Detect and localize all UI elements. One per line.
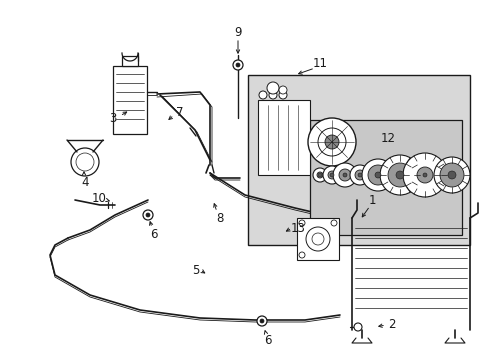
Bar bbox=[122, 56, 138, 66]
Text: 1: 1 bbox=[367, 194, 375, 207]
Circle shape bbox=[353, 323, 361, 331]
Circle shape bbox=[76, 153, 94, 171]
Circle shape bbox=[305, 227, 329, 251]
Circle shape bbox=[268, 91, 276, 99]
Text: 12: 12 bbox=[380, 131, 395, 144]
Circle shape bbox=[298, 220, 305, 226]
Circle shape bbox=[323, 166, 340, 184]
Circle shape bbox=[266, 82, 279, 94]
Circle shape bbox=[379, 155, 419, 195]
Text: 13: 13 bbox=[290, 221, 305, 234]
Circle shape bbox=[374, 172, 380, 178]
Circle shape bbox=[142, 210, 153, 220]
Circle shape bbox=[236, 63, 240, 67]
Circle shape bbox=[395, 171, 403, 179]
Circle shape bbox=[257, 316, 266, 326]
Bar bbox=[296, 218, 338, 260]
Text: 7: 7 bbox=[176, 105, 183, 118]
Circle shape bbox=[402, 153, 446, 197]
Circle shape bbox=[342, 173, 346, 177]
Bar bbox=[247, 75, 469, 245]
Circle shape bbox=[422, 173, 426, 177]
Circle shape bbox=[433, 157, 469, 193]
Circle shape bbox=[232, 60, 243, 70]
Circle shape bbox=[338, 169, 350, 181]
Circle shape bbox=[447, 171, 455, 179]
Circle shape bbox=[317, 128, 346, 156]
Text: 9: 9 bbox=[234, 26, 241, 39]
Text: 5: 5 bbox=[192, 264, 199, 276]
Text: 4: 4 bbox=[81, 176, 88, 189]
Circle shape bbox=[259, 91, 266, 99]
Circle shape bbox=[316, 172, 323, 178]
Circle shape bbox=[439, 163, 463, 187]
Circle shape bbox=[146, 213, 150, 217]
Text: 2: 2 bbox=[387, 319, 395, 332]
Circle shape bbox=[332, 163, 356, 187]
Circle shape bbox=[329, 173, 333, 177]
Circle shape bbox=[312, 168, 326, 182]
Circle shape bbox=[71, 148, 99, 176]
Text: 11: 11 bbox=[312, 57, 327, 69]
Circle shape bbox=[327, 171, 335, 179]
Text: 3: 3 bbox=[109, 112, 117, 125]
Circle shape bbox=[311, 233, 324, 245]
Circle shape bbox=[367, 165, 387, 185]
Circle shape bbox=[317, 173, 321, 177]
Circle shape bbox=[307, 118, 355, 166]
Text: 8: 8 bbox=[216, 212, 223, 225]
Circle shape bbox=[357, 173, 361, 177]
Circle shape bbox=[354, 170, 364, 180]
Circle shape bbox=[330, 220, 336, 226]
Text: 10: 10 bbox=[91, 192, 106, 204]
Circle shape bbox=[260, 319, 264, 323]
Circle shape bbox=[279, 86, 286, 94]
Circle shape bbox=[298, 252, 305, 258]
Circle shape bbox=[325, 135, 338, 149]
Circle shape bbox=[387, 163, 411, 187]
Circle shape bbox=[361, 159, 393, 191]
Bar bbox=[258, 100, 309, 175]
Text: 6: 6 bbox=[150, 228, 158, 240]
Bar bbox=[113, 66, 147, 134]
Text: 6: 6 bbox=[264, 333, 271, 346]
Circle shape bbox=[349, 165, 369, 185]
Circle shape bbox=[416, 167, 432, 183]
Circle shape bbox=[279, 91, 286, 99]
Bar bbox=[309, 120, 461, 235]
